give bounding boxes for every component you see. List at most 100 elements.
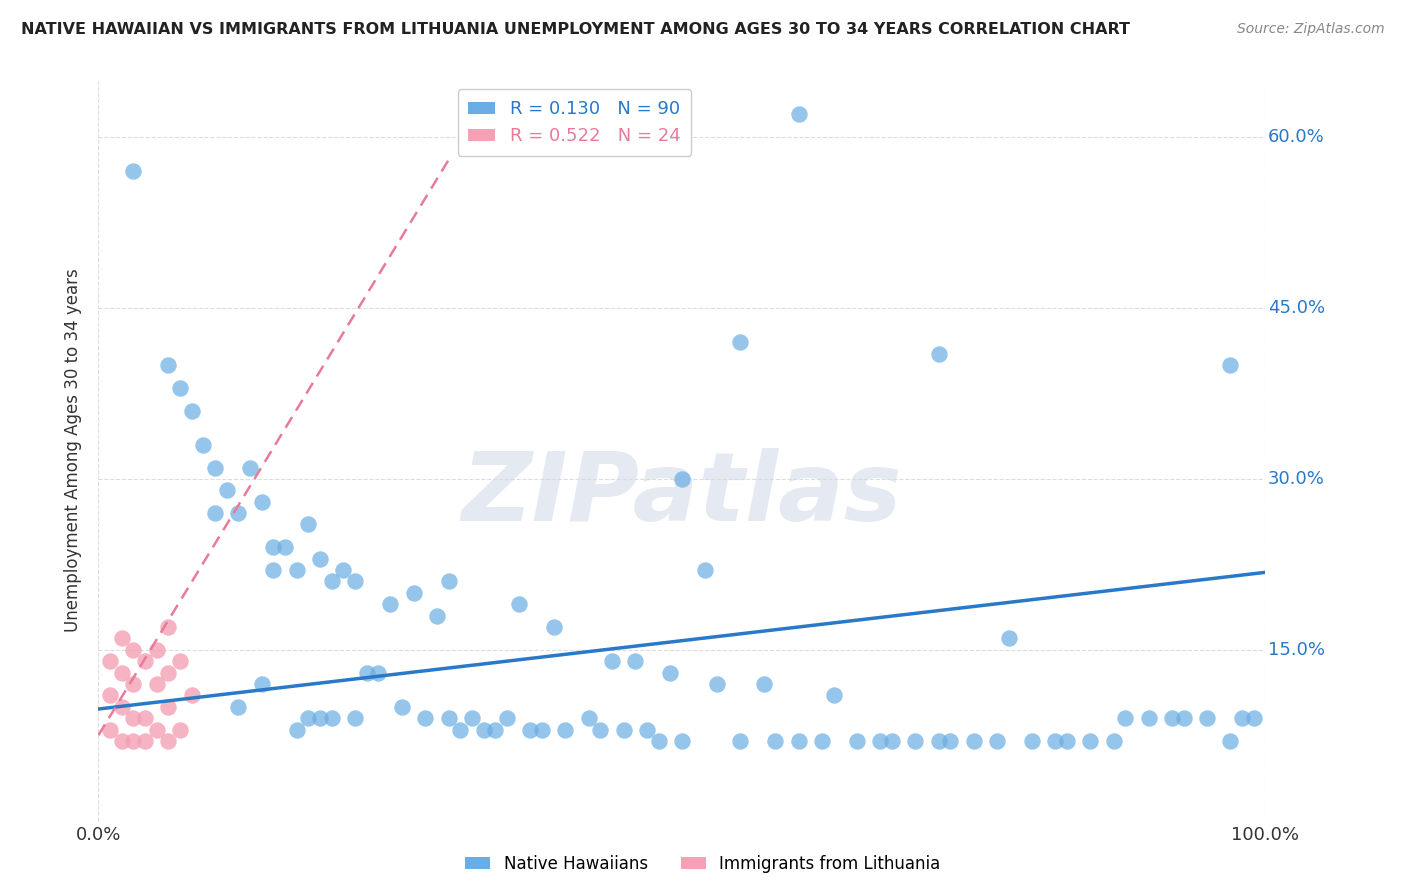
Point [157, 699, 180, 714]
Point [134, 711, 156, 725]
Point [659, 665, 682, 680]
Point [1230, 711, 1253, 725]
Point [321, 574, 343, 589]
Point [111, 734, 134, 748]
Point [309, 551, 332, 566]
Point [1161, 711, 1184, 725]
Point [228, 699, 250, 714]
Point [1045, 734, 1067, 748]
Point [997, 632, 1019, 646]
Point [321, 711, 343, 725]
Point [344, 574, 367, 589]
Point [262, 563, 284, 577]
Point [1056, 734, 1078, 748]
Point [1080, 734, 1102, 748]
Point [98, 723, 121, 737]
Point [413, 711, 436, 725]
Point [647, 734, 669, 748]
Point [228, 506, 250, 520]
Point [600, 654, 623, 668]
Point [589, 723, 612, 737]
Point [250, 677, 273, 691]
Point [846, 734, 869, 748]
Point [426, 608, 449, 623]
Text: ZIPatlas: ZIPatlas [461, 449, 903, 541]
Point [543, 620, 565, 634]
Point [624, 654, 647, 668]
Point [134, 654, 156, 668]
Text: 15.0%: 15.0% [1268, 640, 1324, 659]
Point [157, 665, 180, 680]
Text: 45.0%: 45.0% [1268, 299, 1324, 317]
Point [496, 711, 519, 725]
Point [1114, 711, 1136, 725]
Point [111, 665, 134, 680]
Point [146, 723, 169, 737]
Point [157, 734, 180, 748]
Point [519, 723, 541, 737]
Point [671, 734, 693, 748]
Point [215, 483, 238, 498]
Point [904, 734, 927, 748]
Text: NATIVE HAWAIIAN VS IMMIGRANTS FROM LITHUANIA UNEMPLOYMENT AMONG AGES 30 TO 34 YE: NATIVE HAWAIIAN VS IMMIGRANTS FROM LITHU… [21, 22, 1130, 37]
Point [98, 689, 121, 703]
Legend: R = 0.130   N = 90, R = 0.522   N = 24: R = 0.130 N = 90, R = 0.522 N = 24 [457, 89, 692, 156]
Point [204, 506, 226, 520]
Point [297, 517, 319, 532]
Point [391, 699, 413, 714]
Point [262, 541, 284, 555]
Point [122, 677, 145, 691]
Point [402, 586, 425, 600]
Point [169, 723, 191, 737]
Point [285, 723, 308, 737]
Point [787, 734, 810, 748]
Point [122, 642, 145, 657]
Point [356, 665, 378, 680]
Point [169, 381, 191, 395]
Point [449, 723, 471, 737]
Point [508, 597, 530, 611]
Point [122, 734, 145, 748]
Point [811, 734, 834, 748]
Point [111, 699, 134, 714]
Point [344, 711, 367, 725]
Text: Source: ZipAtlas.com: Source: ZipAtlas.com [1237, 22, 1385, 37]
Point [1021, 734, 1043, 748]
Point [1243, 711, 1265, 725]
Point [146, 677, 169, 691]
Point [1102, 734, 1125, 748]
Point [122, 164, 145, 178]
Legend: Native Hawaiians, Immigrants from Lithuania: Native Hawaiians, Immigrants from Lithua… [458, 848, 948, 880]
Point [111, 632, 134, 646]
Point [239, 460, 262, 475]
Point [730, 335, 752, 350]
Point [309, 711, 332, 725]
Point [98, 654, 121, 668]
Text: 60.0%: 60.0% [1268, 128, 1324, 146]
Point [1173, 711, 1195, 725]
Point [134, 734, 156, 748]
Point [437, 711, 460, 725]
Point [880, 734, 903, 748]
Point [204, 460, 226, 475]
Point [730, 734, 752, 748]
Point [787, 107, 810, 121]
Point [578, 711, 600, 725]
Point [146, 642, 169, 657]
Point [122, 711, 145, 725]
Point [250, 494, 273, 508]
Point [869, 734, 891, 748]
Text: 30.0%: 30.0% [1268, 470, 1324, 488]
Point [297, 711, 319, 725]
Point [752, 677, 775, 691]
Point [157, 620, 180, 634]
Point [1219, 358, 1241, 372]
Point [671, 472, 693, 486]
Point [332, 563, 354, 577]
Point [180, 403, 202, 417]
Point [554, 723, 576, 737]
Point [613, 723, 636, 737]
Y-axis label: Unemployment Among Ages 30 to 34 years: Unemployment Among Ages 30 to 34 years [65, 268, 83, 632]
Point [157, 358, 180, 372]
Point [193, 438, 215, 452]
